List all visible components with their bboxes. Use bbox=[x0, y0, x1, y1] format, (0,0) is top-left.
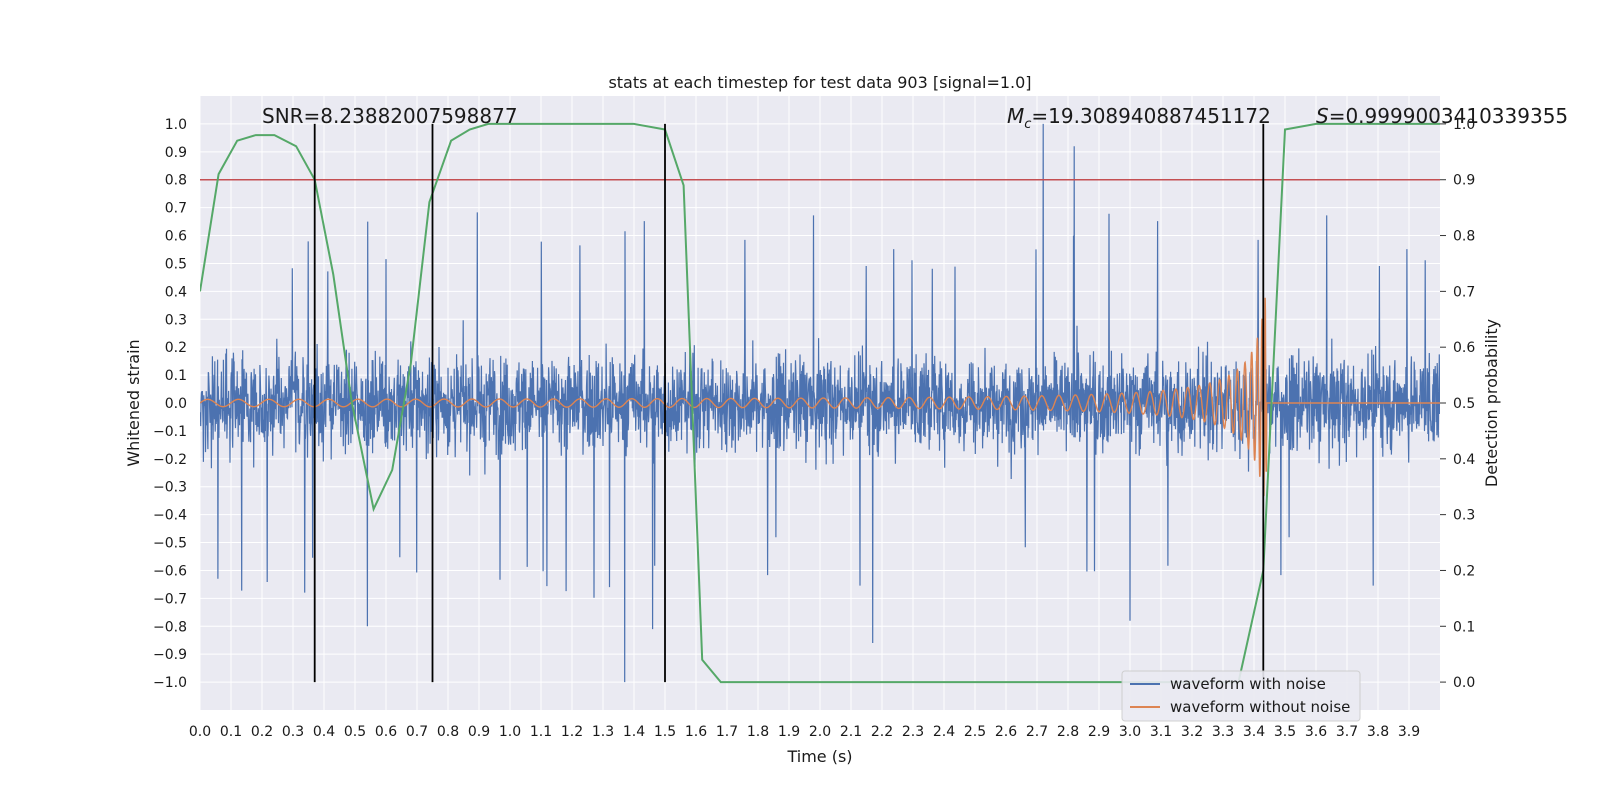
y-tick-label: 0.6 bbox=[165, 229, 187, 245]
y-tick-label: −0.4 bbox=[153, 508, 187, 524]
x-tick-label: 2.2 bbox=[871, 724, 893, 740]
x-tick-label: 2.8 bbox=[1057, 724, 1079, 740]
x-tick-label: 1.2 bbox=[561, 724, 583, 740]
x-tick-label: 1.4 bbox=[623, 724, 645, 740]
chirp-mass-annotation: Mc=19.308940887451172 bbox=[1007, 104, 1271, 132]
x-tick-label: 0.8 bbox=[437, 724, 459, 740]
y-tick-label: 0.0 bbox=[165, 396, 187, 412]
y2-tick-label: 0.3 bbox=[1453, 508, 1475, 524]
x-tick-label: 0.6 bbox=[375, 724, 397, 740]
x-tick-label: 3.0 bbox=[1119, 724, 1141, 740]
y2-axis-label: Detection probability bbox=[1482, 319, 1501, 487]
x-tick-label: 3.8 bbox=[1367, 724, 1389, 740]
y-tick-label: 0.7 bbox=[165, 201, 187, 217]
x-tick-label: 0.0 bbox=[189, 724, 211, 740]
series-detection-probability bbox=[200, 122, 1440, 684]
y-tick-label: −0.8 bbox=[153, 619, 187, 635]
x-tick-label: 1.5 bbox=[654, 724, 676, 740]
x-tick-label: 1.9 bbox=[778, 724, 800, 740]
chart-title: stats at each timestep for test data 903… bbox=[608, 73, 1031, 92]
y-tick-label: −1.0 bbox=[153, 675, 187, 691]
x-tick-label: 1.6 bbox=[685, 724, 707, 740]
y-tick-label: 0.1 bbox=[165, 368, 187, 384]
y2-tick-label: 0.2 bbox=[1453, 563, 1475, 579]
x-tick-label: 3.1 bbox=[1150, 724, 1172, 740]
x-tick-label: 2.9 bbox=[1088, 724, 1110, 740]
x-tick-label: 3.3 bbox=[1212, 724, 1234, 740]
y2-tick-label: 0.9 bbox=[1453, 173, 1475, 189]
x-tick-label: 0.2 bbox=[251, 724, 273, 740]
y2-tick-label: 0.4 bbox=[1453, 452, 1475, 468]
y-tick-label: 1.0 bbox=[165, 117, 187, 133]
legend-label-noise: waveform with noise bbox=[1170, 675, 1326, 693]
x-tick-label: 3.6 bbox=[1305, 724, 1327, 740]
y-tick-label: 0.2 bbox=[165, 340, 187, 356]
x-tick-label: 0.5 bbox=[344, 724, 366, 740]
x-tick-label: 1.0 bbox=[499, 724, 521, 740]
x-tick-label: 2.7 bbox=[1026, 724, 1048, 740]
y-tick-label: −0.2 bbox=[153, 452, 187, 468]
x-tick-label: 2.0 bbox=[809, 724, 831, 740]
y-tick-label: −0.5 bbox=[153, 536, 187, 552]
y-tick-label: −0.6 bbox=[153, 563, 187, 579]
x-tick-label: 2.4 bbox=[933, 724, 955, 740]
legend-label-clean: waveform without noise bbox=[1170, 698, 1350, 716]
y2-tick-label: 0.7 bbox=[1453, 284, 1475, 300]
x-tick-label: 1.7 bbox=[716, 724, 738, 740]
x-tick-label: 0.4 bbox=[313, 724, 335, 740]
y2-tick-label: 0.0 bbox=[1453, 675, 1475, 691]
score-annotation: S=0.9999003410339355 bbox=[1316, 104, 1568, 128]
x-tick-label: 3.4 bbox=[1243, 724, 1265, 740]
x-tick-label: 3.9 bbox=[1398, 724, 1420, 740]
y-tick-label: 0.9 bbox=[165, 145, 187, 161]
legend-box bbox=[1121, 670, 1361, 722]
x-tick-label: 2.5 bbox=[964, 724, 986, 740]
x-tick-label: 0.1 bbox=[220, 724, 242, 740]
x-tick-label: 0.3 bbox=[282, 724, 304, 740]
x-tick-label: 0.7 bbox=[406, 724, 428, 740]
x-tick-label: 3.2 bbox=[1181, 724, 1203, 740]
y-axis-label: Whitened strain bbox=[124, 339, 143, 466]
x-tick-label: 3.7 bbox=[1336, 724, 1358, 740]
y2-tick-label: 0.6 bbox=[1453, 340, 1475, 356]
y2-tick-label: 0.1 bbox=[1453, 619, 1475, 635]
snr-annotation: SNR=8.23882007598877 bbox=[262, 104, 518, 128]
y-tick-label: 0.5 bbox=[165, 256, 187, 272]
x-tick-label: 1.1 bbox=[530, 724, 552, 740]
y2-tick-label: 0.5 bbox=[1453, 396, 1475, 412]
x-axis-label: Time (s) bbox=[786, 747, 852, 766]
legend: waveform with noise waveform without noi… bbox=[1121, 670, 1361, 722]
y-tick-label: −0.7 bbox=[153, 591, 187, 607]
y-tick-label: −0.3 bbox=[153, 480, 187, 496]
y-tick-label: −0.1 bbox=[153, 424, 187, 440]
y2-tick-label: 0.8 bbox=[1453, 229, 1475, 245]
series-waveform-with-noise bbox=[200, 123, 1440, 683]
y-tick-label: −0.9 bbox=[153, 647, 187, 663]
y-tick-label: 0.8 bbox=[165, 173, 187, 189]
y-tick-label: 0.3 bbox=[165, 312, 187, 328]
series-waveform-without-noise bbox=[200, 297, 1440, 497]
x-tick-label: 1.3 bbox=[592, 724, 614, 740]
x-tick-label: 1.8 bbox=[747, 724, 769, 740]
x-tick-label: 2.3 bbox=[902, 724, 924, 740]
x-tick-label: 3.5 bbox=[1274, 724, 1296, 740]
x-tick-label: 2.6 bbox=[995, 724, 1017, 740]
x-tick-label: 0.9 bbox=[468, 724, 490, 740]
x-tick-label: 2.1 bbox=[840, 724, 862, 740]
y-tick-label: 0.4 bbox=[165, 284, 187, 300]
y2-tick-label: 1.0 bbox=[1453, 117, 1475, 133]
